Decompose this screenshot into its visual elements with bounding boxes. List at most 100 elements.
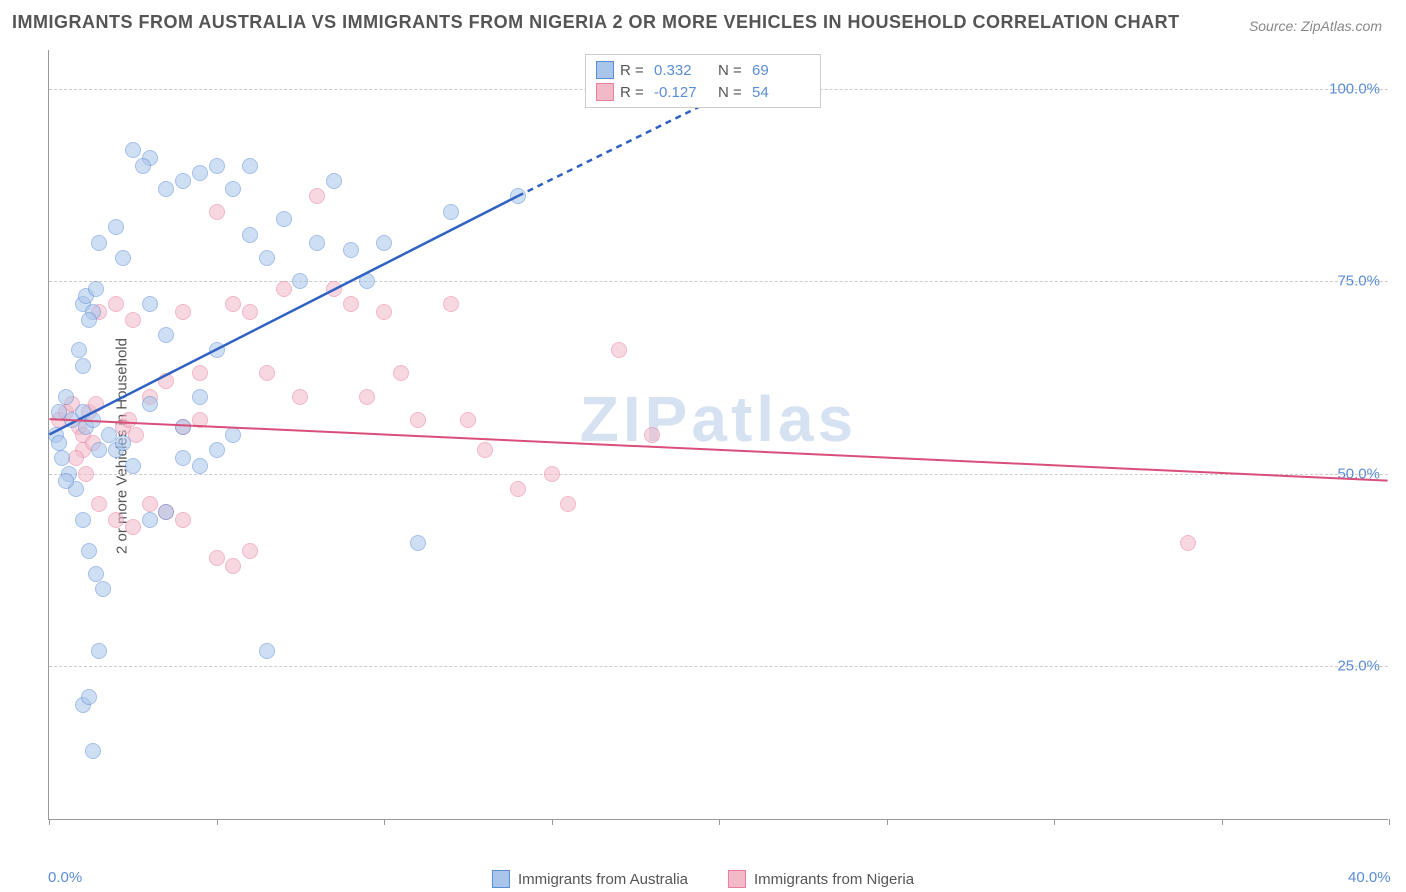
scatter-point-series1 <box>75 512 91 528</box>
scatter-point-series1 <box>192 165 208 181</box>
scatter-point-series2 <box>644 427 660 443</box>
scatter-point-series1 <box>85 743 101 759</box>
scatter-point-series2 <box>225 558 241 574</box>
y-tick-label: 25.0% <box>1337 658 1380 675</box>
scatter-point-series1 <box>209 342 225 358</box>
scatter-point-series2 <box>477 442 493 458</box>
scatter-point-series2 <box>225 296 241 312</box>
trend-line <box>49 419 1387 481</box>
scatter-point-series1 <box>175 173 191 189</box>
scatter-point-series1 <box>276 211 292 227</box>
scatter-point-series1 <box>91 442 107 458</box>
scatter-point-series1 <box>125 142 141 158</box>
scatter-point-series1 <box>125 458 141 474</box>
scatter-point-series1 <box>108 219 124 235</box>
legend-label-series1: Immigrants from Australia <box>518 871 688 888</box>
scatter-point-series1 <box>209 158 225 174</box>
source-attribution: Source: ZipAtlas.com <box>1249 18 1382 34</box>
scatter-point-series2 <box>78 466 94 482</box>
y-tick-label: 75.0% <box>1337 273 1380 290</box>
scatter-point-series1 <box>115 435 131 451</box>
scatter-point-series2 <box>544 466 560 482</box>
scatter-point-series2 <box>443 296 459 312</box>
scatter-point-series1 <box>510 188 526 204</box>
x-tick-label: 0.0% <box>48 869 82 886</box>
legend-r-label: R = <box>620 62 648 79</box>
scatter-point-series2 <box>326 281 342 297</box>
correlation-legend: R = 0.332 N = 69 R = -0.127 N = 54 <box>585 54 821 108</box>
legend-r-value-2: -0.127 <box>654 84 712 101</box>
legend-row-series1: R = 0.332 N = 69 <box>596 59 810 81</box>
scatter-point-series1 <box>115 250 131 266</box>
scatter-point-series2 <box>359 389 375 405</box>
swatch-series2 <box>596 83 614 101</box>
scatter-point-series1 <box>292 273 308 289</box>
scatter-point-series1 <box>326 173 342 189</box>
scatter-point-series2 <box>209 204 225 220</box>
scatter-point-series1 <box>343 242 359 258</box>
legend-n-value-2: 54 <box>752 84 810 101</box>
scatter-point-series1 <box>309 235 325 251</box>
watermark-text: ZIPatlas <box>580 382 857 456</box>
scatter-point-series1 <box>359 273 375 289</box>
scatter-point-series2 <box>142 496 158 512</box>
scatter-point-series1 <box>142 512 158 528</box>
scatter-point-series1 <box>192 389 208 405</box>
scatter-point-series2 <box>192 365 208 381</box>
scatter-point-series1 <box>142 396 158 412</box>
scatter-point-series1 <box>443 204 459 220</box>
scatter-point-series2 <box>292 389 308 405</box>
scatter-point-series1 <box>58 389 74 405</box>
scatter-point-series2 <box>192 412 208 428</box>
x-tick-mark <box>49 819 50 825</box>
scatter-point-series1 <box>376 235 392 251</box>
scatter-point-series2 <box>259 365 275 381</box>
x-tick-mark <box>384 819 385 825</box>
scatter-point-series1 <box>95 581 111 597</box>
scatter-point-series1 <box>81 689 97 705</box>
scatter-point-series1 <box>175 450 191 466</box>
scatter-point-series2 <box>125 312 141 328</box>
scatter-point-series1 <box>75 358 91 374</box>
scatter-point-series2 <box>343 296 359 312</box>
scatter-point-series1 <box>142 296 158 312</box>
scatter-point-series1 <box>259 250 275 266</box>
x-tick-mark <box>217 819 218 825</box>
scatter-point-series2 <box>242 543 258 559</box>
scatter-point-series1 <box>88 566 104 582</box>
scatter-point-series1 <box>192 458 208 474</box>
scatter-point-series1 <box>81 312 97 328</box>
x-tick-mark <box>1389 819 1390 825</box>
scatter-point-series1 <box>242 158 258 174</box>
scatter-point-series2 <box>158 373 174 389</box>
scatter-point-series2 <box>108 512 124 528</box>
gridline-horizontal <box>49 666 1388 667</box>
swatch-series2-bottom <box>728 870 746 888</box>
y-tick-label: 100.0% <box>1329 80 1380 97</box>
scatter-point-series2 <box>1180 535 1196 551</box>
scatter-point-series1 <box>242 227 258 243</box>
scatter-point-series2 <box>108 296 124 312</box>
x-tick-mark <box>1222 819 1223 825</box>
scatter-point-series1 <box>81 543 97 559</box>
legend-n-label: N = <box>718 84 746 101</box>
chart-title: IMMIGRANTS FROM AUSTRALIA VS IMMIGRANTS … <box>12 12 1180 33</box>
x-tick-mark <box>887 819 888 825</box>
scatter-point-series1 <box>85 412 101 428</box>
swatch-series1 <box>596 61 614 79</box>
scatter-point-series1 <box>158 181 174 197</box>
legend-label-series2: Immigrants from Nigeria <box>754 871 914 888</box>
y-tick-label: 50.0% <box>1337 465 1380 482</box>
scatter-point-series2 <box>175 512 191 528</box>
scatter-point-series2 <box>309 188 325 204</box>
scatter-point-series1 <box>410 535 426 551</box>
scatter-point-series2 <box>175 304 191 320</box>
scatter-point-series1 <box>91 643 107 659</box>
x-tick-mark <box>552 819 553 825</box>
scatter-point-series1 <box>175 419 191 435</box>
scatter-point-series2 <box>209 550 225 566</box>
scatter-point-series2 <box>611 342 627 358</box>
scatter-point-series2 <box>410 412 426 428</box>
x-tick-label: 40.0% <box>1348 869 1391 886</box>
scatter-point-series2 <box>91 496 107 512</box>
